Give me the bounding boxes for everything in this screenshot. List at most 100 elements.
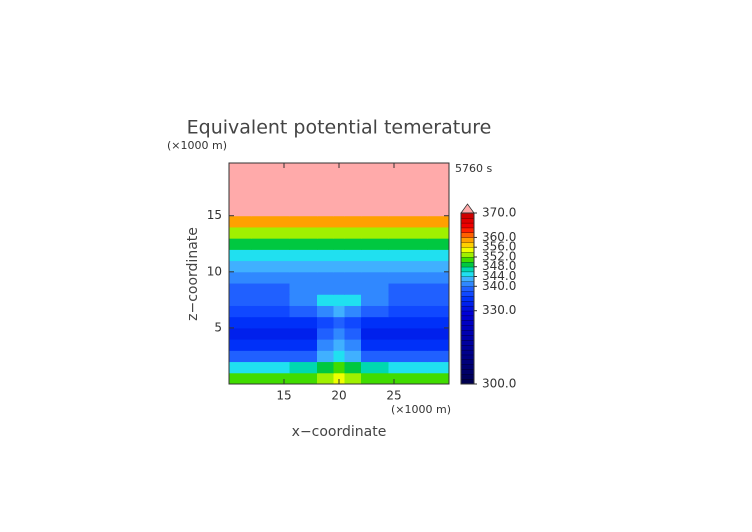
colorbar-band	[460, 354, 475, 361]
field-cell	[251, 305, 290, 318]
field-cell	[361, 238, 389, 250]
field-cell	[361, 193, 389, 206]
field-cell	[289, 327, 318, 340]
field-cell	[344, 327, 362, 340]
field-cell	[361, 294, 389, 306]
field-cell	[344, 339, 362, 351]
field-cell	[289, 238, 318, 250]
colorbar-band	[460, 325, 475, 331]
field-cell	[229, 361, 252, 374]
field-cell	[427, 316, 449, 329]
field-cell	[333, 350, 345, 363]
colorbar-band	[460, 271, 475, 277]
field-cell	[361, 271, 389, 284]
field-cell	[333, 361, 345, 374]
field-cell	[344, 350, 362, 363]
field-cell	[289, 215, 318, 228]
colorbar-band	[460, 349, 475, 356]
field-cell	[229, 215, 252, 228]
colorbar-band	[460, 222, 475, 229]
field-cell	[361, 226, 389, 239]
field-cell	[229, 163, 252, 172]
field-cell	[317, 361, 334, 374]
field-cell	[333, 305, 345, 318]
field-cell	[251, 271, 290, 284]
field-cell	[344, 215, 362, 228]
colorbar-band	[460, 256, 475, 263]
field-cell	[289, 204, 318, 217]
field-cell	[251, 163, 290, 172]
field-cell	[388, 339, 428, 351]
field-cell	[317, 327, 334, 340]
field-cell	[361, 260, 389, 273]
colorbar-band	[460, 320, 475, 326]
field-cell	[289, 350, 318, 363]
field-cell	[229, 327, 252, 340]
field-cell	[361, 327, 389, 340]
field-cell	[289, 339, 318, 351]
field-cell	[289, 316, 318, 329]
field-cell	[289, 193, 318, 206]
field-cell	[344, 170, 362, 183]
colorbar-band	[460, 334, 475, 341]
field-cell	[289, 372, 318, 384]
colorbar-band	[460, 286, 475, 292]
field-cell	[317, 305, 334, 318]
field-cell	[388, 305, 428, 318]
field-cell	[427, 163, 449, 172]
field-cell	[361, 305, 389, 318]
colorbar-tick-label: 340.0	[482, 279, 516, 293]
x-axis-label: x−coordinate	[292, 424, 387, 440]
field-cell	[361, 316, 389, 329]
colorbar-band	[460, 237, 475, 243]
field-cell	[361, 339, 389, 351]
field-cell	[289, 249, 318, 262]
field-cell	[361, 182, 389, 194]
field-cell	[251, 182, 290, 194]
field-cell	[251, 193, 290, 206]
field-cell	[229, 294, 252, 306]
field-cell	[361, 283, 389, 295]
field-cell	[388, 271, 428, 284]
field-cell	[361, 215, 389, 228]
field-cell	[427, 294, 449, 306]
field-cell	[388, 170, 428, 183]
field-cell	[251, 226, 290, 239]
field-cell	[317, 204, 334, 217]
field-cell	[229, 339, 252, 351]
field-cell	[388, 294, 428, 306]
field-cell	[229, 372, 252, 384]
field-cell	[317, 372, 334, 384]
field-cell	[333, 249, 345, 262]
field-cell	[344, 249, 362, 262]
field-cell	[251, 361, 290, 374]
colorbar-tick-label: 330.0	[482, 303, 516, 317]
field-cell	[229, 249, 252, 262]
colorbar-band	[460, 369, 475, 375]
field-cell	[289, 294, 318, 306]
field-cell	[388, 260, 428, 273]
field-cell	[361, 249, 389, 262]
colorbar-band	[460, 281, 475, 287]
field-cell	[333, 271, 345, 284]
field-cell	[344, 271, 362, 284]
y-tick-label: 5	[214, 320, 222, 334]
field-cell	[427, 238, 449, 250]
field-cell	[333, 215, 345, 228]
field-cell	[344, 204, 362, 217]
y-axis-label: z−coordinate	[185, 227, 201, 321]
field-cell	[344, 193, 362, 206]
field-cell	[229, 226, 252, 239]
colorbar-tick-label: 360.0	[482, 230, 516, 244]
field-cell	[251, 339, 290, 351]
field-cell	[388, 327, 428, 340]
colorbar-band	[460, 276, 475, 282]
field-cell	[427, 215, 449, 228]
field-cell	[251, 260, 290, 273]
field-cell	[229, 283, 252, 295]
x-tick-label: 25	[386, 389, 401, 403]
field-cell	[427, 350, 449, 363]
field-cell	[388, 316, 428, 329]
field-cell	[317, 316, 334, 329]
field-cell	[388, 182, 428, 194]
